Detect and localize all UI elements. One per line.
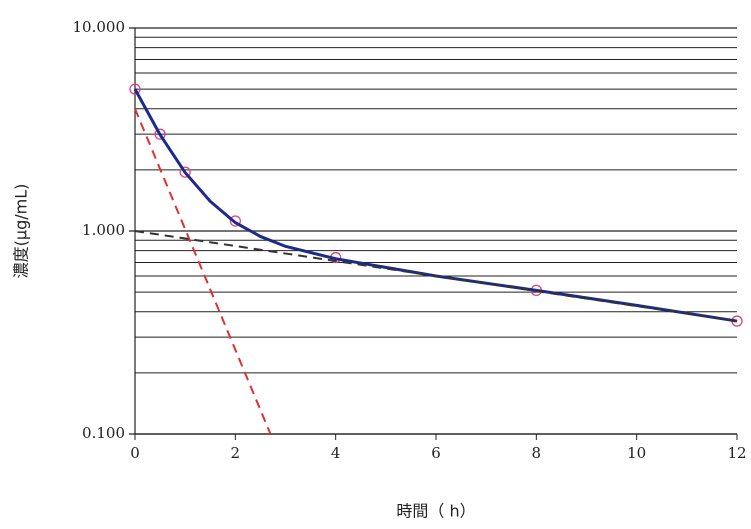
data-point (229, 215, 241, 227)
series-line (133, 88, 738, 323)
x-tick-label: 4 (331, 444, 341, 462)
data-point (154, 128, 166, 140)
y-tick-label: 10.000 (73, 18, 126, 36)
x-axis-title: 時間（ h） (396, 502, 475, 521)
x-tick-label: 8 (532, 444, 542, 462)
series-line (134, 108, 272, 435)
x-tick-label: 6 (431, 444, 441, 462)
y-tick-label: 0.100 (82, 424, 125, 442)
y-axis-title: 濃度(μg/mL) (12, 184, 31, 279)
series-line (134, 230, 738, 323)
data-point (179, 166, 191, 178)
y-tick-label: 1.000 (82, 221, 125, 239)
x-tick-label: 10 (627, 444, 646, 462)
x-tick-label: 2 (231, 444, 241, 462)
data-point (129, 83, 141, 95)
x-tick-label: 0 (130, 444, 140, 462)
x-tick-label: 12 (727, 444, 746, 462)
